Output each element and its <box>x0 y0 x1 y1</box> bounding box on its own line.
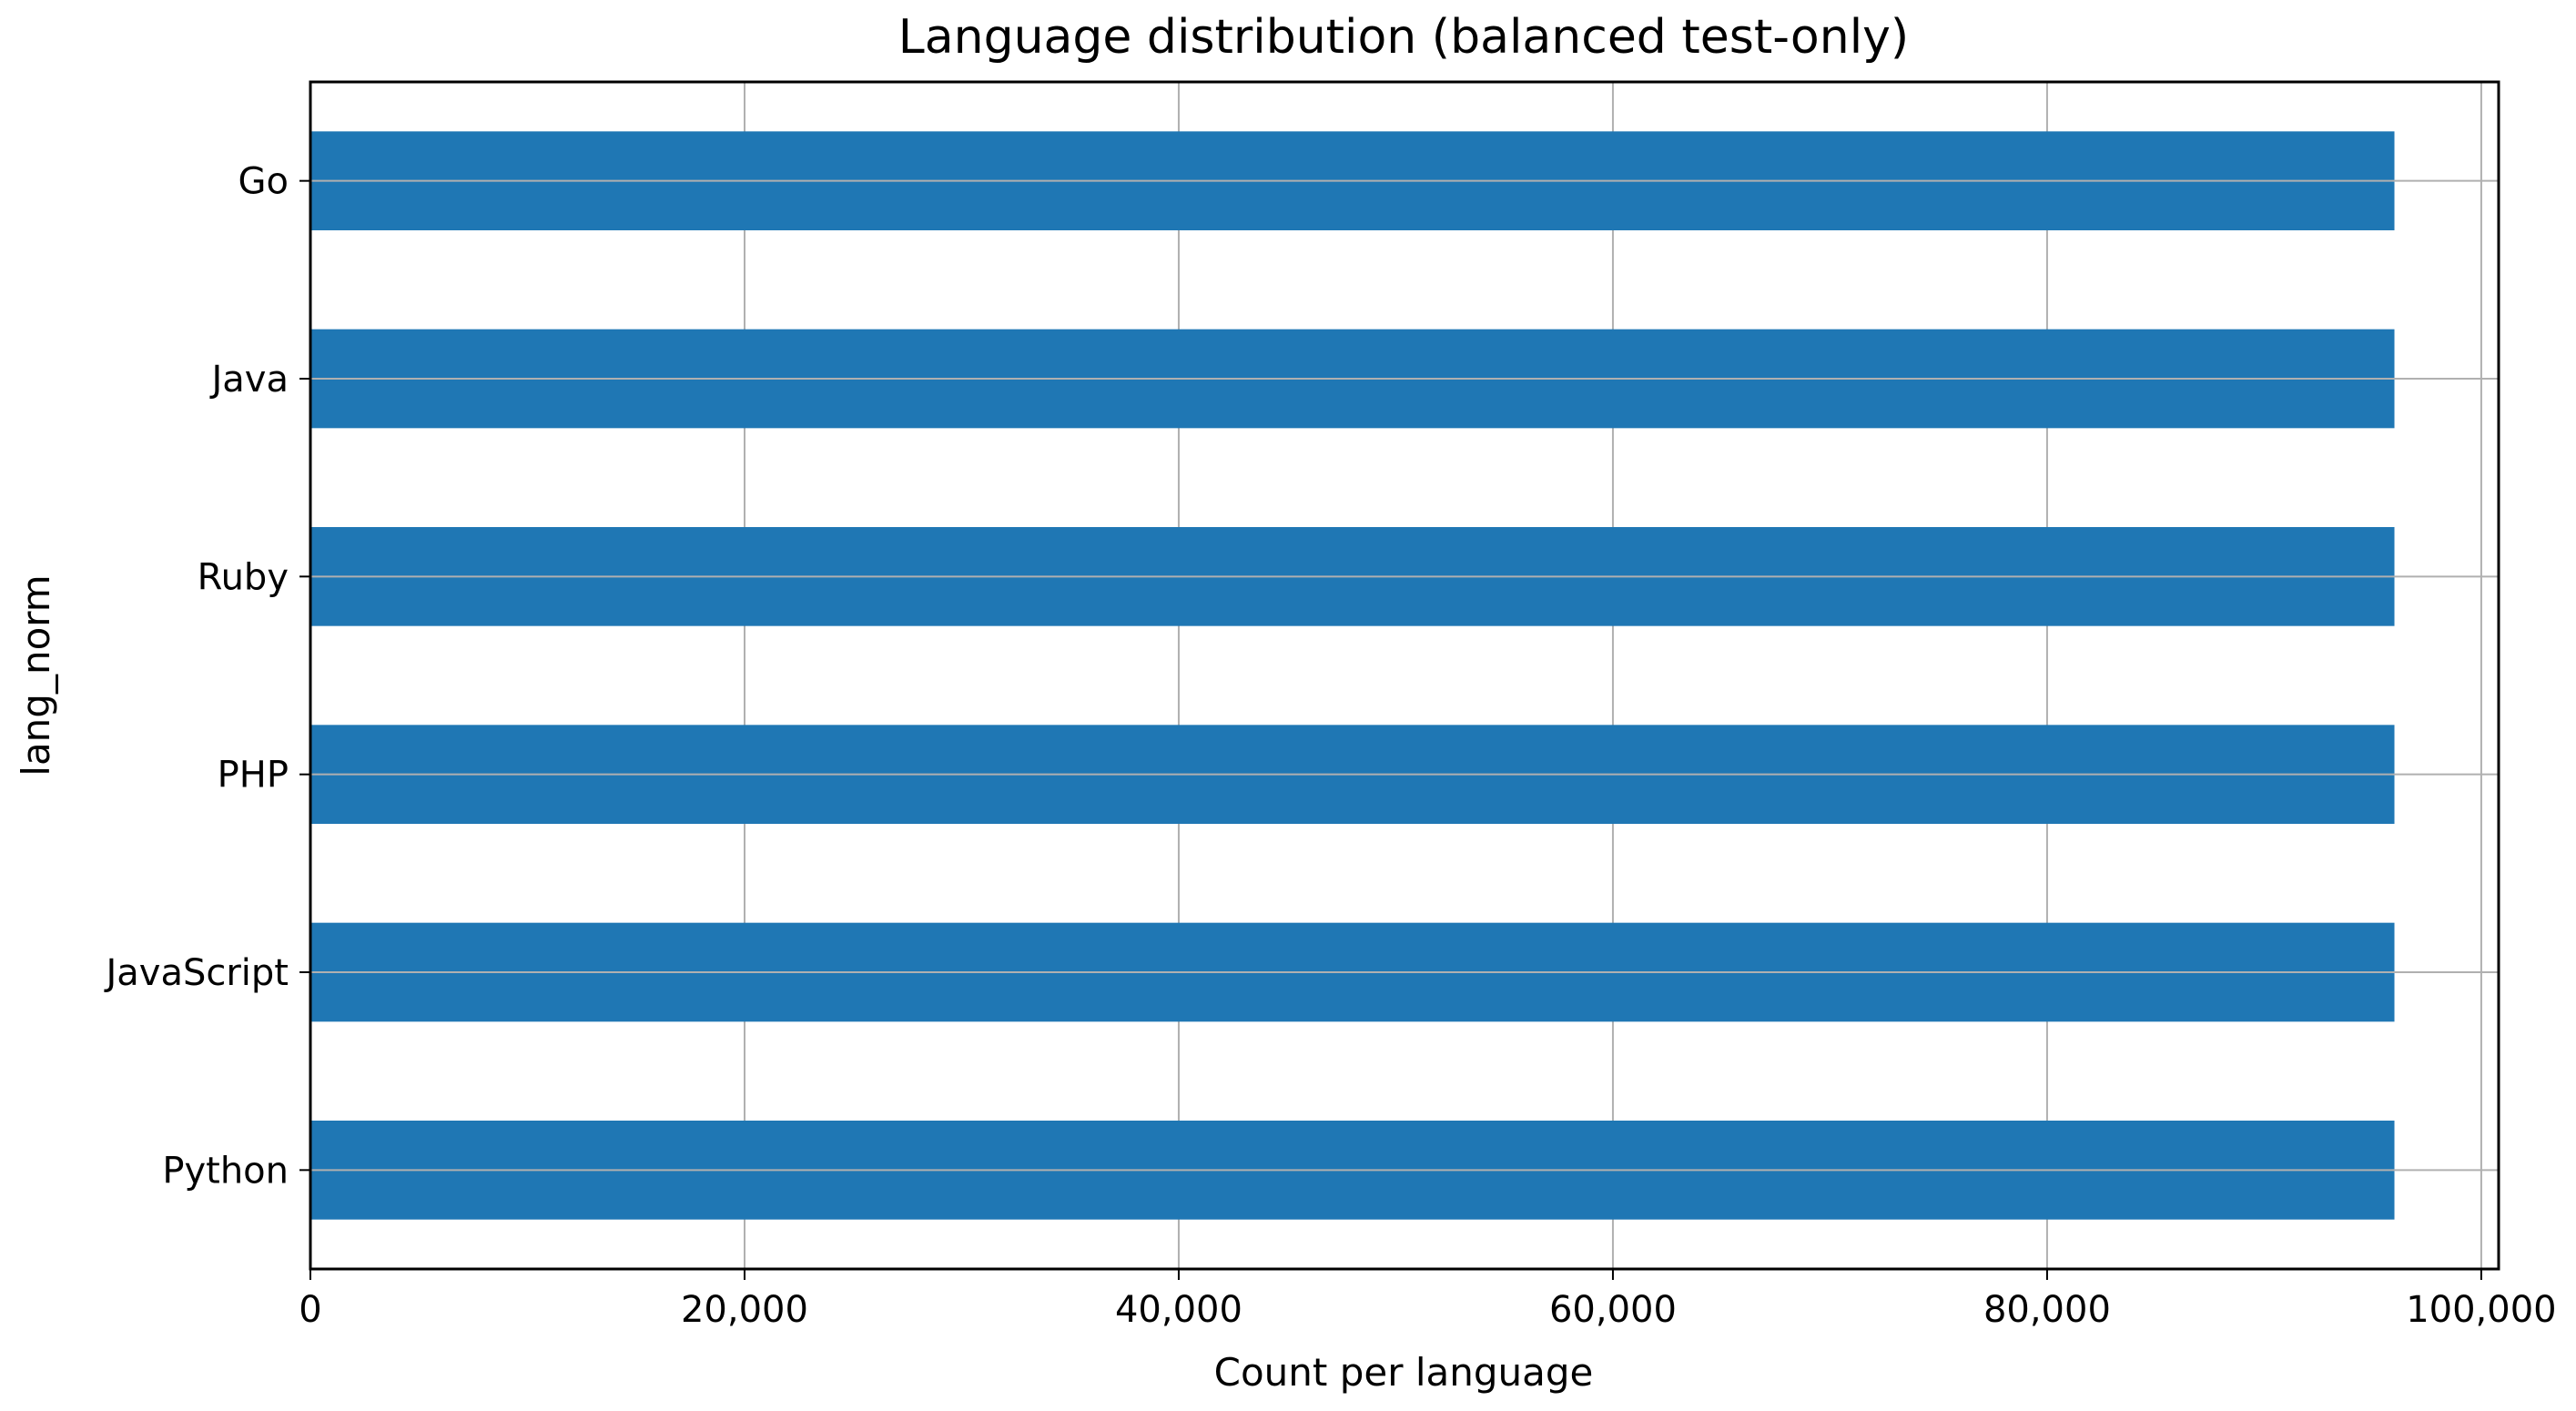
y-tick-label: PHP <box>218 755 289 797</box>
grid-lines <box>309 82 2482 1269</box>
y-grid-lines <box>310 179 2499 1172</box>
x-tick-label: 100,000 <box>2406 1289 2556 1331</box>
x-axis-ticks: 0 20,000 40,000 60,000 80,000 100,000 <box>299 1269 2557 1331</box>
bars <box>310 131 2395 1220</box>
y-tick-label: Go <box>238 161 289 203</box>
x-tick-label: 60,000 <box>1549 1289 1677 1331</box>
x-tick-label: 0 <box>299 1289 321 1331</box>
x-tick-label: 40,000 <box>1115 1289 1242 1331</box>
y-axis-label: lang_norm <box>14 574 58 776</box>
x-axis-label: Count per language <box>1214 1350 1594 1395</box>
y-tick-label: Java <box>209 359 289 401</box>
y-tick-label: Ruby <box>198 556 289 598</box>
y-axis-ticks: Go Java Ruby PHP JavaScript Python <box>103 161 310 1192</box>
plot-frame <box>309 80 2500 1271</box>
x-tick-label: 80,000 <box>1983 1289 2111 1331</box>
x-tick-label: 20,000 <box>681 1289 808 1331</box>
chart-title: Language distribution (balanced test-onl… <box>898 10 1909 65</box>
y-tick-label: Python <box>162 1150 289 1192</box>
y-tick-label: JavaScript <box>103 952 289 994</box>
